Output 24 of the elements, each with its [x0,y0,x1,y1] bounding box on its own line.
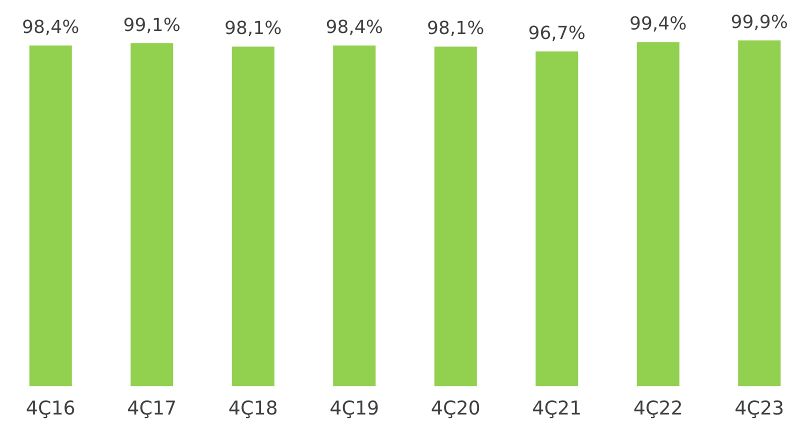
x-tick-label: 4Ç19 [330,398,380,420]
x-tick-label: 4Ç21 [532,398,582,420]
data-label: 98,1% [427,18,484,40]
bar [536,51,578,386]
bar [29,46,72,386]
data-label: 98,4% [22,17,80,38]
x-tick-label: 4Ç20 [430,398,480,420]
bar [333,46,376,386]
data-label: 99,1% [123,14,180,36]
x-tick-label: 4Ç16 [26,398,76,420]
bar [738,40,781,386]
data-label: 99,9% [730,12,788,34]
bar [232,46,274,386]
x-tick-label: 4Ç17 [127,398,177,420]
data-label: 96,7% [528,23,586,44]
bar [636,42,680,386]
data-label: 99,4% [630,14,687,35]
bar [130,43,174,386]
bar [434,46,477,386]
x-tick-label: 4Ç18 [228,398,278,420]
data-label: 98,1% [224,18,282,40]
data-label: 98,4% [326,17,383,38]
x-tick-label: 4Ç23 [734,398,784,420]
x-tick-label: 4Ç22 [633,398,683,420]
